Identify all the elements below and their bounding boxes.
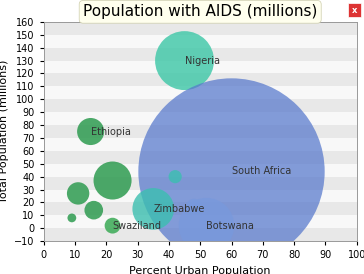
- Text: Graph of African Population with AIDS: Graph of African Population with AIDS: [7, 6, 178, 15]
- Bar: [44, 138, 357, 151]
- Point: [150, 207, 156, 211]
- Bar: [44, 22, 357, 35]
- X-axis label: Percent Urban Population: Percent Urban Population: [130, 266, 271, 274]
- Text: Nigeria: Nigeria: [185, 56, 219, 65]
- FancyBboxPatch shape: [348, 3, 361, 18]
- Y-axis label: Total Population (millions): Total Population (millions): [0, 60, 9, 203]
- Point: [203, 224, 209, 228]
- Bar: [44, 86, 357, 99]
- Bar: [44, 202, 357, 215]
- Point: [88, 129, 94, 134]
- Bar: [44, 190, 357, 202]
- Title: Population with AIDS (millions): Population with AIDS (millions): [83, 4, 317, 19]
- Bar: [44, 228, 357, 241]
- Point: [110, 178, 115, 183]
- Point: [182, 58, 187, 63]
- Text: South Africa: South Africa: [232, 167, 291, 176]
- Text: Botswana: Botswana: [206, 221, 254, 231]
- Bar: [44, 61, 357, 73]
- Bar: [44, 35, 357, 48]
- Text: Zimbabwe: Zimbabwe: [153, 204, 205, 214]
- Point: [91, 208, 97, 212]
- Bar: [44, 125, 357, 138]
- Bar: [44, 73, 357, 86]
- Text: x: x: [352, 6, 357, 15]
- Bar: [44, 177, 357, 190]
- Bar: [44, 215, 357, 228]
- Bar: [44, 151, 357, 164]
- Point: [75, 191, 81, 196]
- Bar: [44, 99, 357, 112]
- Text: Swaziland: Swaziland: [112, 221, 162, 231]
- Bar: [44, 164, 357, 177]
- Point: [229, 169, 234, 174]
- Bar: [44, 112, 357, 125]
- Point: [172, 175, 178, 179]
- Point: [110, 224, 115, 228]
- Point: [191, 204, 197, 209]
- Point: [69, 216, 75, 220]
- Bar: [44, 48, 357, 61]
- Text: Ethiopia: Ethiopia: [91, 127, 131, 136]
